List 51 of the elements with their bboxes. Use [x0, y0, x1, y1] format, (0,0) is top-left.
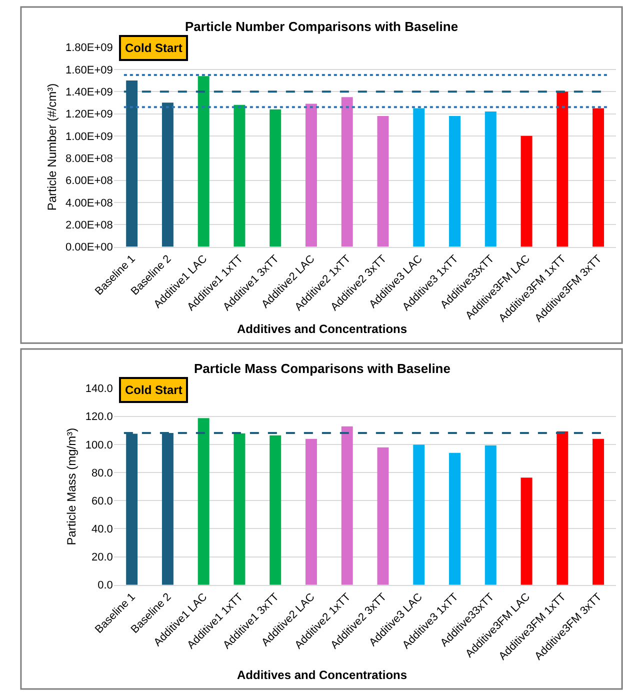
y-axis-title: Particle Number (#/cm³)	[44, 83, 59, 211]
y-tick-label: 4.00E+08	[65, 197, 113, 210]
annotation: Cold Start	[125, 383, 182, 397]
bar	[377, 447, 389, 585]
x-axis-title: Additives and Concentrations	[237, 322, 408, 336]
annotation: Cold Start	[125, 41, 182, 55]
chart-title: Particle Number Comparisons with Baseline	[185, 19, 458, 34]
bar	[270, 435, 282, 585]
bar	[162, 102, 174, 247]
bar	[234, 433, 246, 585]
chart-title: Particle Mass Comparisons with Baseline	[194, 361, 450, 376]
y-tick-label: 100.0	[85, 439, 113, 452]
bar	[413, 444, 425, 585]
x-axis-title: Additives and Concentrations	[237, 668, 408, 682]
y-tick-label: 60.0	[91, 495, 113, 508]
y-tick-label: 1.60E+09	[65, 64, 113, 76]
y-tick-label: 40.0	[91, 524, 113, 536]
y-tick-label: 1.40E+09	[65, 86, 113, 98]
bar	[198, 76, 210, 247]
y-axis-title: Particle Mass (mg/m³)	[64, 428, 79, 546]
bar	[270, 109, 282, 247]
bar	[520, 478, 532, 585]
bar	[556, 92, 568, 247]
y-tick-label: 140.0	[85, 383, 113, 396]
y-tick-label: 8.00E+08	[65, 152, 113, 165]
bar	[449, 452, 460, 585]
y-tick-label: 0.0	[98, 580, 113, 592]
bar	[341, 426, 353, 585]
bar	[305, 104, 317, 247]
bar	[305, 438, 317, 585]
y-tick-label: 2.00E+08	[65, 219, 113, 232]
bar	[234, 104, 246, 247]
bar	[592, 108, 604, 247]
bar	[592, 438, 604, 585]
bar	[341, 97, 353, 247]
y-tick-label: 1.00E+09	[65, 130, 113, 143]
bar	[198, 418, 210, 585]
bar	[413, 108, 425, 247]
bar	[377, 116, 389, 247]
y-tick-label: 1.20E+09	[65, 108, 113, 121]
y-tick-label: 20.0	[91, 552, 113, 564]
bar	[449, 116, 460, 247]
y-tick-label: 120.0	[85, 411, 113, 424]
bar	[484, 445, 496, 585]
bar	[520, 136, 532, 247]
bar	[556, 431, 568, 585]
y-tick-label: 1.80E+09	[65, 42, 113, 54]
bar	[484, 112, 496, 247]
y-tick-label: 6.00E+08	[65, 175, 113, 188]
y-tick-label: 0.00E+00	[65, 242, 113, 254]
y-tick-label: 80.0	[91, 467, 113, 480]
